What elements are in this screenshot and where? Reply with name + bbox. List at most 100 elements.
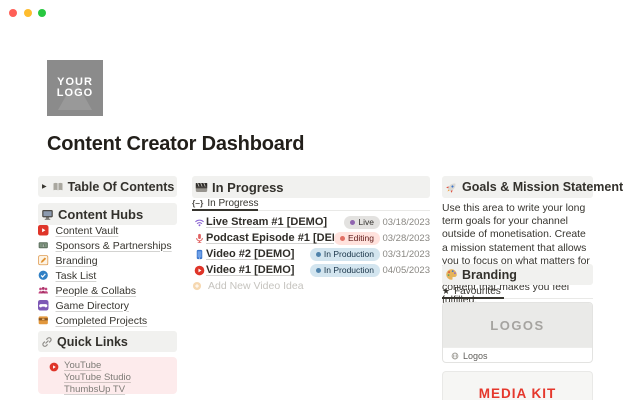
- status-label: Editing: [348, 233, 374, 243]
- play-box-icon: [38, 225, 49, 236]
- table-row-live-stream[interactable]: Live Stream #1 [DEMO] Live 03/18/2023: [192, 214, 430, 230]
- check-circle-icon: [38, 270, 49, 281]
- row-date: 03/28/2023: [382, 232, 430, 244]
- row-date: 03/18/2023: [382, 216, 430, 228]
- media-kit-card[interactable]: MEDIA KIT: [442, 371, 593, 400]
- youtube-play-icon: [49, 362, 59, 372]
- row-title[interactable]: Video #2 [DEMO]: [206, 248, 295, 260]
- row-date: 04/05/2023: [382, 264, 430, 276]
- sidebar-item-label: Sponsors & Partnerships: [55, 239, 172, 252]
- goals-header-label: Goals & Mission Statement: [462, 180, 624, 194]
- status-badge[interactable]: In Production: [309, 247, 380, 261]
- status-dot: [315, 251, 321, 257]
- clapperboard-icon: [195, 181, 208, 194]
- goals-header: Goals & Mission Statement: [442, 176, 623, 198]
- status-dot: [350, 219, 356, 225]
- link-icon: [41, 336, 53, 348]
- book-icon: [52, 181, 64, 193]
- window-minimize-button[interactable]: [24, 9, 32, 17]
- microphone-icon: [192, 233, 206, 244]
- window-close-button[interactable]: [9, 9, 17, 17]
- sidebar-item-label: People & Collabs: [55, 284, 137, 297]
- youtube-play-icon: [192, 265, 206, 276]
- toc-header-label: Table Of Contents: [67, 179, 175, 194]
- status-badge[interactable]: In Production: [309, 263, 380, 277]
- row-title[interactable]: Video #1 [DEMO]: [206, 264, 295, 276]
- plus-circle-icon: [192, 281, 202, 291]
- rocket-icon: [445, 181, 458, 194]
- tab-bar-divider: [442, 298, 593, 299]
- sidebar-item-branding[interactable]: Branding: [38, 253, 177, 268]
- page-title: Content Creator Dashboard: [47, 133, 305, 155]
- banknote-icon: $: [38, 240, 49, 251]
- row-title[interactable]: Podcast Episode #1 [DEMO]: [206, 232, 334, 244]
- logos-placeholder-image: LOGOS: [443, 303, 592, 347]
- row-date: 03/31/2023: [382, 248, 430, 260]
- status-label: In Production: [323, 265, 374, 275]
- logo-mountain-shape: [58, 80, 92, 110]
- quick-links-header: Quick Links: [38, 331, 177, 352]
- table-row-video-2[interactable]: Video #2 [DEMO] In Production 03/31/2023: [192, 246, 430, 262]
- logos-caption-label: Logos: [463, 351, 488, 361]
- branding-header: Branding: [442, 264, 593, 285]
- quick-links-card: YouTube YouTube Studio ThumbsUp TV: [38, 357, 177, 395]
- table-row-podcast[interactable]: Podcast Episode #1 [DEMO] Editing 03/28/…: [192, 230, 430, 246]
- status-dot: [315, 267, 321, 273]
- status-label: In Production: [323, 249, 374, 259]
- globe-icon: [451, 352, 459, 360]
- toc-toggle-header[interactable]: ▶ Table Of Contents: [38, 176, 177, 197]
- in-progress-header: In Progress: [192, 176, 430, 198]
- status-badge[interactable]: Editing: [334, 231, 380, 245]
- window-zoom-button[interactable]: [38, 9, 46, 17]
- toggle-right-arrow-icon[interactable]: ▶: [42, 184, 47, 190]
- sidebar-item-label: Branding: [55, 254, 98, 267]
- add-new-video-idea-label: Add New Video Idea: [208, 280, 304, 292]
- sidebar-item-game-directory[interactable]: Game Directory: [38, 298, 177, 313]
- quick-link-thumbsup-tv[interactable]: ThumbsUp TV: [64, 384, 126, 395]
- quick-link-youtube-studio[interactable]: YouTube Studio: [64, 372, 131, 383]
- quick-links-header-label: Quick Links: [57, 334, 128, 349]
- sidebar-item-label: Task List: [55, 269, 97, 282]
- sidebar-item-label: Completed Projects: [55, 314, 148, 327]
- tab-favourites[interactable]: ★ Favourites: [442, 285, 593, 297]
- media-kit-placeholder-text: MEDIA KIT: [478, 386, 557, 400]
- tab-favourites-label: Favourites: [454, 285, 501, 297]
- row-title[interactable]: Live Stream #1 [DEMO]: [206, 216, 328, 228]
- page-logo-image: YOUR LOGO: [47, 60, 103, 116]
- star-icon: ★: [442, 285, 451, 296]
- content-hubs-header: Content Hubs: [38, 203, 177, 225]
- content-hubs-header-label: Content Hubs: [58, 206, 144, 222]
- sidebar-item-people-collabs[interactable]: People & Collabs: [38, 283, 177, 298]
- sidebar-item-content-vault[interactable]: Content Vault: [38, 223, 177, 238]
- sidebar-item-label: Game Directory: [55, 299, 130, 312]
- logo-text-line2: LOGO: [56, 87, 94, 99]
- wifi-icon: [192, 217, 206, 228]
- branding-header-label: Branding: [462, 267, 517, 282]
- gamepad-icon: [38, 300, 49, 311]
- svg-text:$: $: [42, 244, 44, 248]
- logos-card-caption: Logos: [443, 347, 592, 362]
- tab-bar-divider: [192, 210, 430, 211]
- quick-link-youtube[interactable]: YouTube: [64, 360, 102, 371]
- phone-icon: [192, 249, 206, 260]
- sidebar-item-sponsors[interactable]: $ Sponsors & Partnerships: [38, 238, 177, 253]
- in-progress-header-label: In Progress: [212, 179, 284, 195]
- palette-icon: [445, 268, 458, 281]
- sidebar-item-label: Content Vault: [55, 224, 119, 237]
- status-badge[interactable]: Live: [344, 215, 380, 229]
- box-icon: [38, 315, 49, 326]
- table-row-video-1[interactable]: Video #1 [DEMO] In Production 04/05/2023: [192, 262, 430, 278]
- logos-card[interactable]: LOGOS Logos: [442, 302, 593, 363]
- status-dot: [340, 235, 345, 241]
- pencil-icon: [38, 255, 49, 266]
- logos-placeholder-text: LOGOS: [490, 317, 545, 333]
- sidebar-item-completed-projects[interactable]: Completed Projects: [38, 313, 177, 328]
- add-new-video-idea-button[interactable]: Add New Video Idea: [192, 279, 430, 293]
- sidebar-item-task-list[interactable]: Task List: [38, 268, 177, 283]
- active-tab-underline: [442, 297, 504, 299]
- tab-in-progress[interactable]: {–} In Progress: [192, 197, 430, 209]
- status-label: Live: [358, 217, 374, 227]
- tab-in-progress-label: In Progress: [207, 197, 259, 209]
- people-icon: [38, 285, 49, 296]
